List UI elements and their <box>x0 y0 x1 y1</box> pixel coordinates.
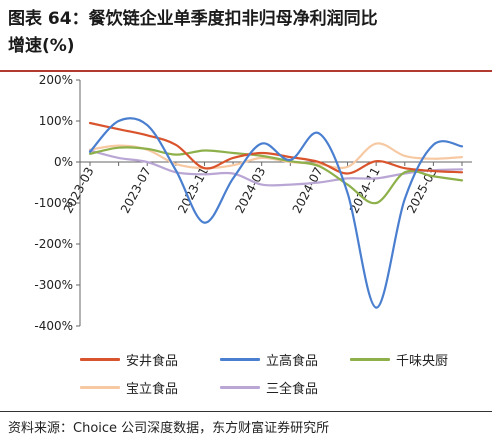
legend-label: 三全食品 <box>266 382 319 397</box>
series-line-4 <box>88 142 464 170</box>
legend-swatch <box>80 358 120 361</box>
y-tick-label: -400% <box>34 319 73 333</box>
y-axis: -400% -300% -200% -100% 0% 100% 200% <box>34 73 81 333</box>
x-tick-label: 2023-07 <box>118 165 154 216</box>
series-layer <box>88 117 464 309</box>
legend-swatch <box>220 386 260 389</box>
legend-label: 安井食品 <box>126 354 179 369</box>
chart-title-line-1: 图表 64：餐饮链企业单季度扣非归母净利润同比 <box>8 9 378 29</box>
chart-legend: 安井食品 立高食品 千味央厨宝立食品 三全食品 <box>80 350 480 406</box>
legend-item: 立高食品 <box>220 350 318 369</box>
x-tick-label: 2024-07 <box>290 165 326 216</box>
legend-swatch <box>80 386 120 389</box>
chart-title-line-2: 增速(%) <box>8 36 75 56</box>
y-tick-label: 100% <box>39 114 73 128</box>
series-line-2 <box>88 117 464 309</box>
title-divider <box>0 70 492 72</box>
y-tick-label: -200% <box>34 237 73 251</box>
series-line-3 <box>88 146 464 205</box>
legend-swatch <box>220 358 260 361</box>
footer-divider <box>0 411 492 412</box>
line-chart: -400% -300% -200% -100% 0% 100% 200% 2023-03 20… <box>34 73 472 333</box>
x-tick-label: 2023-03 <box>61 165 97 216</box>
chart-title: 图表 64：餐饮链企业单季度扣非归母净利润同比 增速(%) <box>8 6 486 60</box>
legend-label: 立高食品 <box>266 354 319 369</box>
legend-label: 宝立食品 <box>126 382 179 397</box>
legend-item: 宝立食品 <box>80 378 178 397</box>
legend-swatch <box>350 358 390 361</box>
legend-item: 千味央厨 <box>350 350 448 369</box>
legend-item: 安井食品 <box>80 350 178 369</box>
series-line-1 <box>88 121 464 175</box>
y-tick-label: -100% <box>34 196 73 210</box>
legend-label: 千味央厨 <box>396 354 449 369</box>
y-tick-label: 0% <box>54 155 73 169</box>
legend-item: 三全食品 <box>220 378 318 397</box>
source-note: 资料来源：Choice 公司深度数据，东方财富证券研究所 <box>8 421 330 436</box>
y-tick-label: 200% <box>39 73 73 87</box>
y-tick-label: -300% <box>34 278 73 292</box>
